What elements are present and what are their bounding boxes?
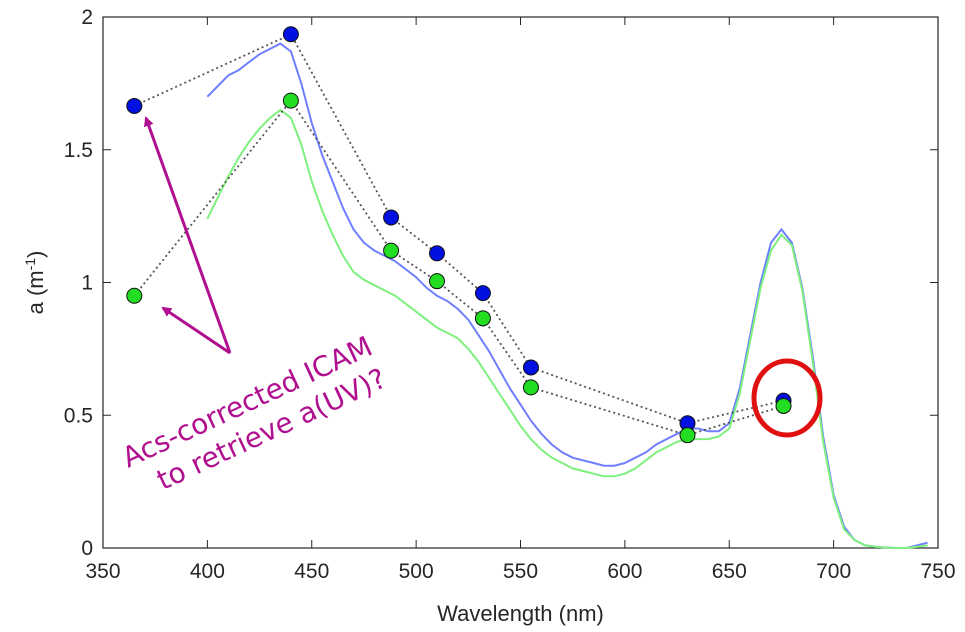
blue-data-point xyxy=(474,285,491,302)
x-tick-label: 500 xyxy=(399,560,434,583)
x-tick-label: 350 xyxy=(85,560,120,583)
blue-data-point xyxy=(282,26,299,43)
x-tick-label: 650 xyxy=(712,560,747,583)
measurement-points xyxy=(126,26,792,444)
green-data-point xyxy=(474,310,491,327)
green-data-point xyxy=(282,92,299,109)
y-tick-label: 1 xyxy=(81,272,93,295)
blue-spectrum-line xyxy=(206,42,928,549)
blue-data-point xyxy=(383,209,400,226)
arrow-to-upper-point xyxy=(143,116,232,354)
axes: 350 400 450 500 550 600 650 700 750 0 0.5 1 1.5 2 Wave… xyxy=(22,6,956,626)
x-tick-label: 700 xyxy=(816,560,851,583)
x-tick-label: 600 xyxy=(607,560,642,583)
annotation-label: Acs-corrected ICAM to retrieve a(UV)? xyxy=(117,330,391,497)
y-tick-label: 1.5 xyxy=(64,139,93,162)
blue-data-point xyxy=(429,245,445,262)
x-tick-label: 550 xyxy=(503,560,538,583)
plot-frame xyxy=(102,16,939,549)
blue-data-point xyxy=(126,97,143,114)
y-tick-label: 0 xyxy=(81,537,93,560)
x-tick-label: 450 xyxy=(294,560,329,583)
spectra-lines xyxy=(206,42,928,549)
arrow-to-lower-point xyxy=(161,306,231,355)
y-axis-label: a (m-1) xyxy=(22,251,48,315)
green-spectrum-line xyxy=(206,108,928,549)
x-tick-label: 400 xyxy=(190,560,225,583)
y-tick-label: 2 xyxy=(81,6,93,29)
green-dotted-connector xyxy=(133,99,784,437)
blue-dotted-connector xyxy=(133,33,784,425)
blue-data-point xyxy=(522,359,539,376)
x-axis-label: Wavelength (nm) xyxy=(437,601,604,626)
green-data-point xyxy=(429,273,445,290)
y-tick-label: 0.5 xyxy=(64,404,93,427)
highlight-circle xyxy=(751,358,823,438)
green-data-point xyxy=(522,379,539,396)
x-tick-label: 750 xyxy=(920,560,955,583)
green-data-point xyxy=(126,287,143,304)
green-data-point xyxy=(679,427,696,444)
green-data-point xyxy=(775,397,792,414)
green-data-point xyxy=(383,242,400,259)
annotation: Acs-corrected ICAM to retrieve a(UV)? xyxy=(117,116,823,497)
